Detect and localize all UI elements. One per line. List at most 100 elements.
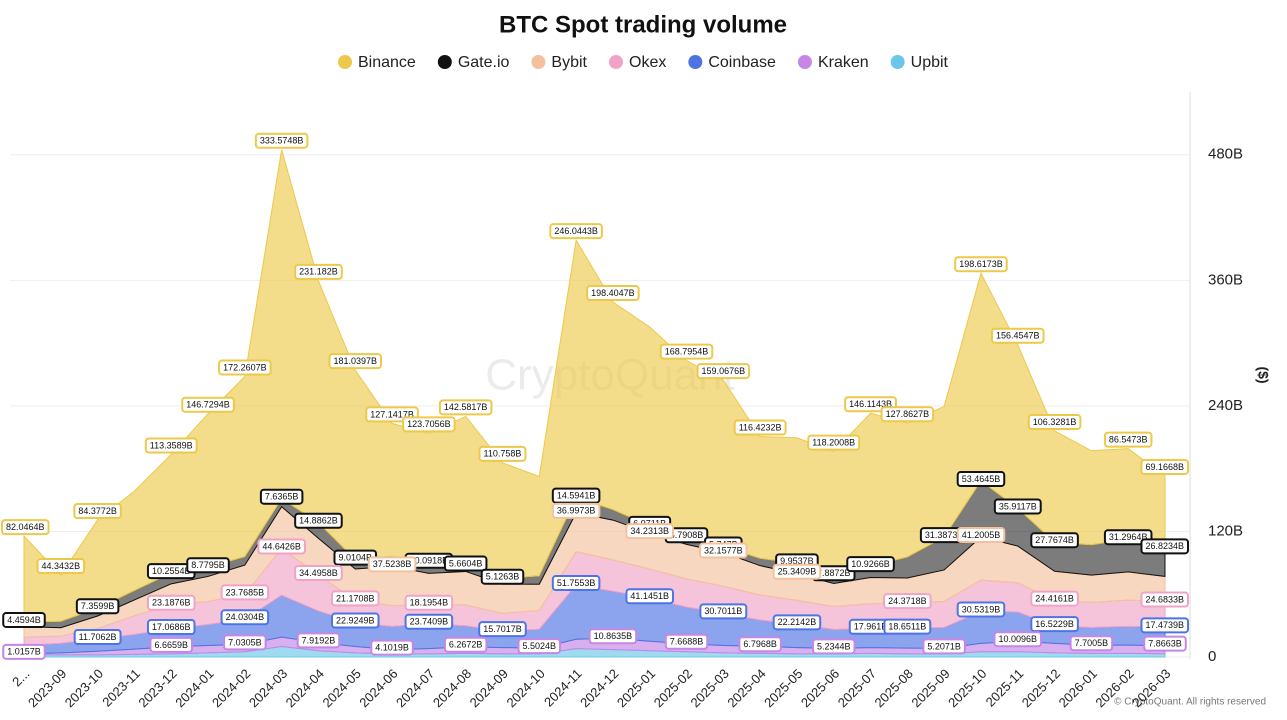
data-label-box [478,621,527,638]
data-label: 22.9249B [330,612,380,629]
data-label-text: 31.2964B [1109,532,1148,542]
x-tick-label: 2024-09 [467,666,511,710]
data-label: 198.6173B [954,256,1008,273]
data-label-box [36,558,86,575]
data-label-box [478,445,527,462]
data-label-text: 53.4645B [962,474,1001,484]
data-label-text: 7.6365B [265,492,299,502]
data-label-text: 26.8234B [1145,541,1184,551]
data-label-box [1030,532,1079,549]
data-label-box [370,639,414,656]
data-label: 4.1019B [370,639,414,656]
data-label: 7.9192B [296,632,341,649]
data-label-text: 34.4958B [299,568,338,578]
data-label-box [404,594,454,611]
data-label-text: 172.2607B [223,362,267,372]
data-label-box [738,636,782,653]
x-tick-label: 2025-05 [761,666,805,710]
data-label-text: 1.0157B [7,647,41,657]
data-label-box [699,542,748,559]
y-axis-label: ($) [1255,366,1271,383]
data-label-box [330,590,380,607]
x-tick-label: 2025-02 [651,666,695,710]
data-label: 106.3281B [1027,413,1082,430]
data-label-text: 5.1263B [486,572,520,582]
data-label-text: 44.6426B [262,541,301,551]
legend-swatch [890,55,905,69]
data-label: 17.4739B [1140,617,1189,634]
data-label-text: 23.1876B [152,598,191,608]
data-label-box [443,555,488,572]
data-label: 24.0304B [220,609,270,626]
data-label-box [294,564,343,581]
footer: © CryptoQuant. All rights reserved [1114,697,1266,708]
data-label: 10.0096B [993,631,1043,648]
data-label: 30.5319B [956,601,1006,618]
data-label-text: 14.8862B [299,516,338,526]
data-label-text: 17.4739B [1145,620,1184,630]
legend-label: Kraken [818,54,869,71]
legend-swatch [688,55,703,69]
x-tick-label: 2025-09 [908,666,952,710]
data-label-text: 6.7968B [743,639,777,649]
data-label: 5.2071B [922,638,966,655]
data-label-text: 22.2142B [778,617,817,627]
x-tick-label: 2025-07 [835,666,879,710]
data-label: 116.4232B [733,419,787,436]
data-label-box [1027,413,1082,430]
data-label: 5.6604B [443,555,488,572]
data-label-text: 6.6659B [154,640,188,650]
data-label-text: 9.9537B [780,556,814,566]
x-tick-label: 2025-03 [688,666,732,710]
data-label: 17.0686B [146,619,196,636]
data-label-box [1030,590,1079,607]
data-label-box [146,619,196,636]
data-label-text: 32.1577B [704,545,743,555]
data-label-text: 30.7011B [704,606,742,616]
x-tick-label: 2025-04 [724,666,768,710]
data-label-box [659,343,714,360]
data-label-box [144,437,198,454]
data-label-text: 7.0305B [228,637,262,647]
data-label: 41.1451B [625,588,674,605]
x-tick-label: 2024-08 [430,666,474,710]
data-label-text: 4.1019B [375,642,409,652]
x-tick-label: 2023-10 [62,666,106,710]
x-tick-label: 2023-11 [99,666,143,710]
data-label: 172.2607B [218,359,272,376]
data-label: 118.2008B [807,434,861,451]
data-label-box [330,612,380,629]
data-label-text: 146.7294B [186,400,230,410]
x-tick-label: 2025-06 [798,666,842,710]
data-label-box [443,636,488,653]
data-label: 146.7294B [181,396,235,413]
data-label-box [699,603,748,620]
data-label-box [883,593,932,610]
data-label-text: 10.0096B [999,634,1038,644]
data-label-box [993,631,1043,648]
data-label: 26.8234B [1140,538,1189,555]
data-label-box [149,636,193,653]
data-label-box [186,557,230,574]
data-label-box [1143,635,1187,652]
data-label: 34.2313B [625,523,674,540]
data-label: 1.0157B [2,643,46,660]
data-label-box [1103,431,1153,448]
data-label-box [220,584,270,601]
x-tick-label: 2024-01 [172,666,216,710]
data-label-text: 22.9249B [336,615,375,625]
data-label: 24.4161B [1030,590,1079,607]
data-label-box [772,614,822,631]
legend-label: Gate.io [458,54,510,71]
data-label: 156.4547B [991,327,1045,344]
data-label-box [1103,529,1153,546]
data-label-text: 333.5748B [260,136,304,146]
data-label: 5.1263B [480,568,525,585]
data-label: 123.7056B [402,416,456,433]
data-label: 35.9117B [993,498,1042,515]
legend-label: Bybit [551,54,587,71]
data-label-box [146,594,196,611]
data-label: 110.758B [478,445,527,462]
data-label: 7.6688B [664,633,709,650]
